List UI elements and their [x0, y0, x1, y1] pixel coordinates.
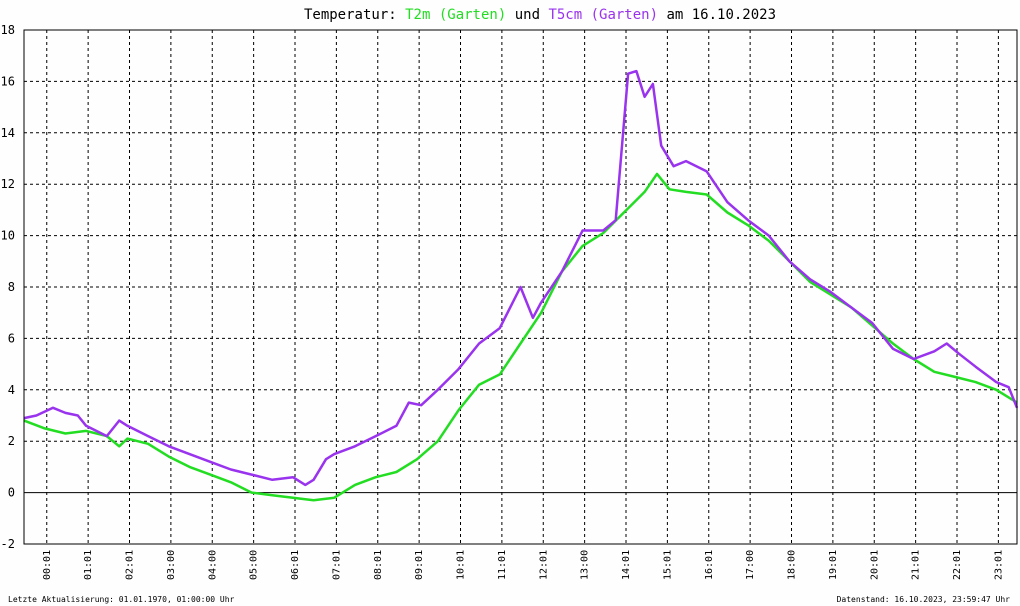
- tick-labels: -2 0 2 4 6 8 10 12 14 16 18 00:01 01:01 02:01 03:00 04:…: [1, 23, 1005, 580]
- y-tick-label: -2: [1, 537, 15, 551]
- x-tick-label: 19:01: [828, 550, 839, 580]
- x-tick-label: 04:00: [207, 550, 218, 580]
- title-suffix: am 16.10.2023: [658, 7, 776, 23]
- x-tick-label: 10:01: [456, 550, 467, 580]
- series-line-t5cm: [23, 69, 1019, 487]
- x-tick-label: 09:01: [414, 550, 425, 580]
- x-tick-label: 03:00: [166, 550, 177, 580]
- x-tick-label: 14:01: [621, 550, 632, 580]
- x-tick-label: 05:00: [249, 550, 260, 580]
- x-tick-label: 20:01: [869, 550, 880, 580]
- title-series-t2m: T2m (Garten): [405, 7, 506, 23]
- y-tick-label: 2: [8, 434, 15, 448]
- footer-data-status: Datenstand: 16.10.2023, 23:59:47 Uhr: [837, 595, 1011, 604]
- x-tick-label: 23:01: [993, 550, 1004, 580]
- x-tick-label: 18:00: [787, 550, 798, 580]
- x-tick-label: 13:00: [580, 550, 591, 580]
- x-tick-label: 07:01: [331, 550, 342, 580]
- title-series-t5cm: T5cm (Garten): [548, 7, 658, 23]
- y-tick-label: 14: [1, 126, 15, 140]
- y-tick-label: 12: [1, 177, 15, 191]
- x-tick-label: 11:01: [497, 550, 508, 580]
- series-lines: [23, 69, 1019, 502]
- x-tick-label: 01:01: [83, 550, 94, 580]
- x-tick-label: 00:01: [42, 550, 53, 580]
- x-tick-label: 21:01: [911, 550, 922, 580]
- y-tick-label: 0: [8, 486, 15, 500]
- title-mid: und: [506, 7, 548, 23]
- grid: [24, 30, 1017, 544]
- x-tick-label: 17:00: [745, 550, 756, 580]
- y-tick-label: 18: [1, 23, 15, 37]
- y-tick-label: 8: [8, 280, 15, 294]
- chart-title: Temperatur: T2m (Garten) und T5cm (Garte…: [304, 7, 776, 23]
- y-tick-label: 6: [8, 331, 15, 345]
- x-tick-label: 22:01: [952, 550, 963, 580]
- x-tick-label: 15:01: [662, 550, 673, 580]
- y-tick-label: 10: [1, 229, 15, 243]
- y-tick-label: 16: [1, 74, 15, 88]
- y-tick-label: 4: [8, 383, 15, 397]
- footer-last-update: Letzte Aktualisierung: 01.01.1970, 01:00…: [8, 595, 235, 604]
- x-tick-label: 08:01: [373, 550, 384, 580]
- x-tick-label: 02:01: [125, 550, 136, 580]
- title-prefix: Temperatur:: [304, 7, 405, 23]
- plot-frame: [23, 29, 1018, 545]
- x-tick-label: 16:01: [704, 550, 715, 580]
- x-tick-label: 12:01: [538, 550, 549, 580]
- x-tick-label: 06:01: [290, 550, 301, 580]
